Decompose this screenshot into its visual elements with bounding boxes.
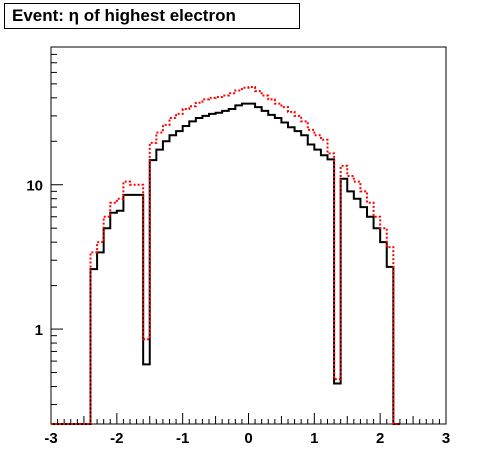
x-tick-label: 3 — [442, 430, 450, 447]
y-axis: 1 10 — [26, 46, 63, 406]
histogram-series-black — [51, 102, 400, 425]
x-tick-label: 0 — [244, 430, 252, 447]
chart-title: Event: η of highest electron — [12, 6, 236, 25]
x-tick-label: 2 — [376, 430, 384, 447]
x-tick-label: -3 — [44, 430, 57, 447]
histogram-series-red — [51, 86, 400, 425]
series-layer — [51, 86, 400, 425]
y-tick-label: 1 — [35, 322, 43, 339]
y-tick-label: 10 — [26, 178, 43, 195]
chart-title-box: Event: η of highest electron — [4, 3, 300, 29]
x-tick-label: 1 — [310, 430, 318, 447]
x-tick-label: -1 — [176, 430, 189, 447]
x-tick-label: -2 — [110, 430, 123, 447]
x-axis: -3 -2 -1 0 1 2 3 — [44, 413, 450, 447]
